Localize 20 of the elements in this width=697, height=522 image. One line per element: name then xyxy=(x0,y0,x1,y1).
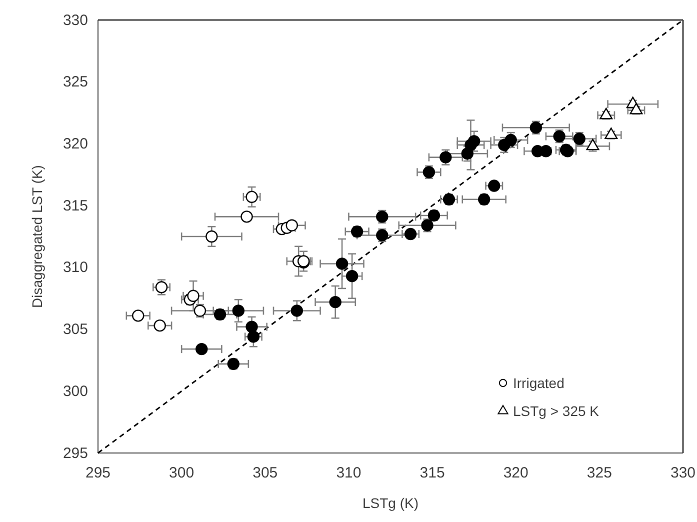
y-tick-label: 330 xyxy=(62,12,88,29)
legend-label: LSTg > 325 K xyxy=(513,403,600,419)
x-axis-title: LSTg (K) xyxy=(362,495,419,511)
y-tick-label: 320 xyxy=(62,136,88,153)
y-tick-label: 310 xyxy=(62,259,88,276)
y-tick-label: 305 xyxy=(62,321,88,338)
legend-label: Irrigated xyxy=(513,375,564,391)
x-tick-label: 305 xyxy=(252,464,278,482)
x-tick-label: 300 xyxy=(169,464,194,482)
x-tick-label: 315 xyxy=(420,464,445,482)
x-tick-label: 310 xyxy=(336,464,362,482)
x-tick-label: 330 xyxy=(670,464,696,482)
y-tick-label: 315 xyxy=(62,197,88,214)
y-tick-label: 300 xyxy=(62,382,88,400)
x-tick-label: 295 xyxy=(85,464,111,482)
x-tick-label: 325 xyxy=(586,464,612,482)
x-tick-label: 320 xyxy=(503,464,528,482)
y-tick-label: 295 xyxy=(62,444,88,462)
y-tick-label: 325 xyxy=(62,74,88,91)
y-axis-title: Disaggregated LST (K) xyxy=(29,165,45,308)
